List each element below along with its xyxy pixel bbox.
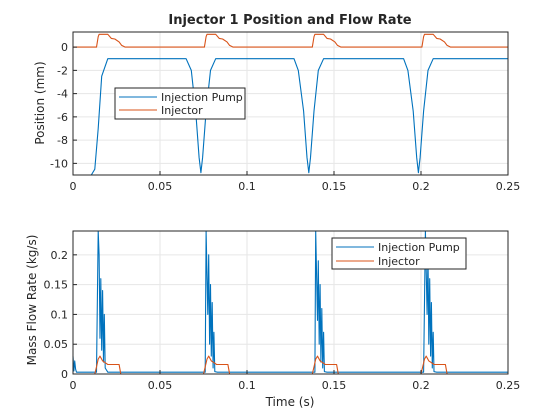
x-axis-label: Time (s): [265, 395, 315, 409]
x-tick-label: 0.05: [148, 180, 173, 193]
y-tick-label: 0: [61, 41, 68, 54]
y-tick-label: 0.15: [44, 279, 69, 292]
y-tick-label: -10: [50, 157, 68, 170]
y-tick-label: 0: [61, 368, 68, 381]
position-axes: Injector 1 Position and Flow Rate Positi…: [33, 13, 520, 193]
x-tick-label: 0: [70, 180, 77, 193]
x-tick-label: 0.1: [238, 180, 256, 193]
x-tick-label: 0.2: [412, 379, 430, 392]
y-tick-label: -6: [57, 111, 68, 124]
legend-label-injection-pump: Injection Pump: [378, 241, 460, 254]
x-tick-label: 0.2: [412, 180, 430, 193]
series-line-injector: [73, 33, 508, 48]
x-tick-label: 0.25: [496, 180, 521, 193]
legend-box: [114, 87, 246, 120]
y-tick-label: -8: [57, 134, 68, 147]
x-tick-label: 0.05: [148, 379, 173, 392]
x-tick-label: 0.15: [322, 379, 347, 392]
legend[interactable]: Injection Pump Injector: [331, 237, 467, 270]
legend-label-injector: Injector: [378, 255, 420, 268]
legend-box: [331, 237, 467, 270]
x-tick-label: 0: [70, 379, 77, 392]
y-axis-label-position: Position (mm): [33, 61, 47, 144]
ticks: 0 0.05 0.1 0.15 0.2 0.25 0 0.05 0.1 0.15 0.2: [44, 249, 521, 392]
y-tick-label: -4: [57, 88, 68, 101]
axes-frame: [72, 230, 509, 375]
y-tick-label: -2: [57, 64, 68, 77]
flow-rate-axes: Mass Flow Rate (kg/s) Time (s) 0 0.05 0.1 0…: [25, 230, 521, 409]
series-layer: [73, 33, 508, 176]
y-tick-label: 0.05: [44, 338, 69, 351]
axes-frame: [72, 31, 509, 176]
series-line-injection-pump: [73, 58, 508, 176]
y-axis-label-flow: Mass Flow Rate (kg/s): [25, 235, 39, 366]
series-line-injection-pump: [72, 230, 508, 373]
ticks: 0 0.05 0.1 0.15 0.2 0.25 0 -2 -4 -6 -8 -10: [50, 41, 520, 193]
x-tick-label: 0.15: [322, 180, 347, 193]
x-tick-label: 0.25: [496, 379, 521, 392]
x-tick-label: 0.1: [238, 379, 256, 392]
legend[interactable]: Injection Pump Injector: [114, 87, 246, 120]
legend-label-injection-pump: Injection Pump: [161, 91, 243, 104]
legend-label-injector: Injector: [161, 104, 203, 117]
y-tick-label: 0.2: [51, 249, 69, 262]
chart-title: Injector 1 Position and Flow Rate: [168, 13, 411, 28]
y-tick-label: 0.1: [51, 308, 69, 321]
series-line-injector: [73, 355, 508, 375]
